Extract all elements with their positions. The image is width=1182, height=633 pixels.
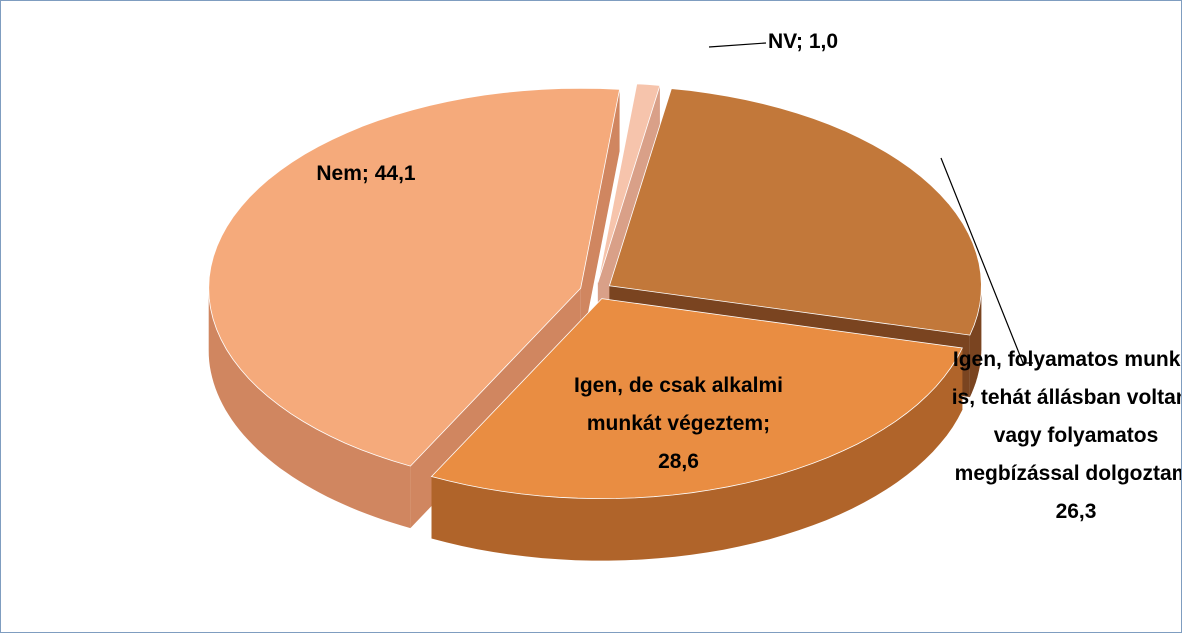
label-separator: ; [796, 30, 809, 53]
category-name: NV [768, 30, 797, 53]
pie-tops [208, 83, 982, 500]
category-name: Igen, folyamatos munkát is, tehát állásb… [951, 348, 1182, 485]
leader-line [940, 157, 1033, 364]
pie-slice [608, 88, 982, 336]
slice-outer-side [431, 348, 963, 561]
value-label: 28,6 [658, 450, 699, 473]
slice-radial-side [580, 89, 620, 351]
data-label: NV; 1,0 [768, 23, 888, 61]
leader-line [708, 42, 767, 48]
pie-slice [430, 298, 963, 500]
pie-slice [208, 87, 621, 467]
data-label: Igen, folyamatos munkát is, tehát állásb… [951, 341, 1182, 531]
label-separator: ; [361, 162, 375, 185]
pie-slice [597, 83, 661, 283]
data-label: Nem; 44,1 [271, 155, 461, 193]
value-label: 44,1 [374, 162, 416, 185]
value-label: 26,3 [1055, 500, 1097, 523]
data-label: Igen, de csak alkalmi munkát végeztem; 2… [566, 367, 791, 481]
label-separator: ; [763, 412, 776, 435]
slice-outer-side [969, 285, 982, 398]
value-label: 1,0 [808, 30, 839, 53]
category-name: Igen, de csak alkalmi munkát végeztem [574, 374, 783, 435]
slice-outer-side [208, 288, 411, 529]
category-name: Nem [316, 162, 362, 185]
